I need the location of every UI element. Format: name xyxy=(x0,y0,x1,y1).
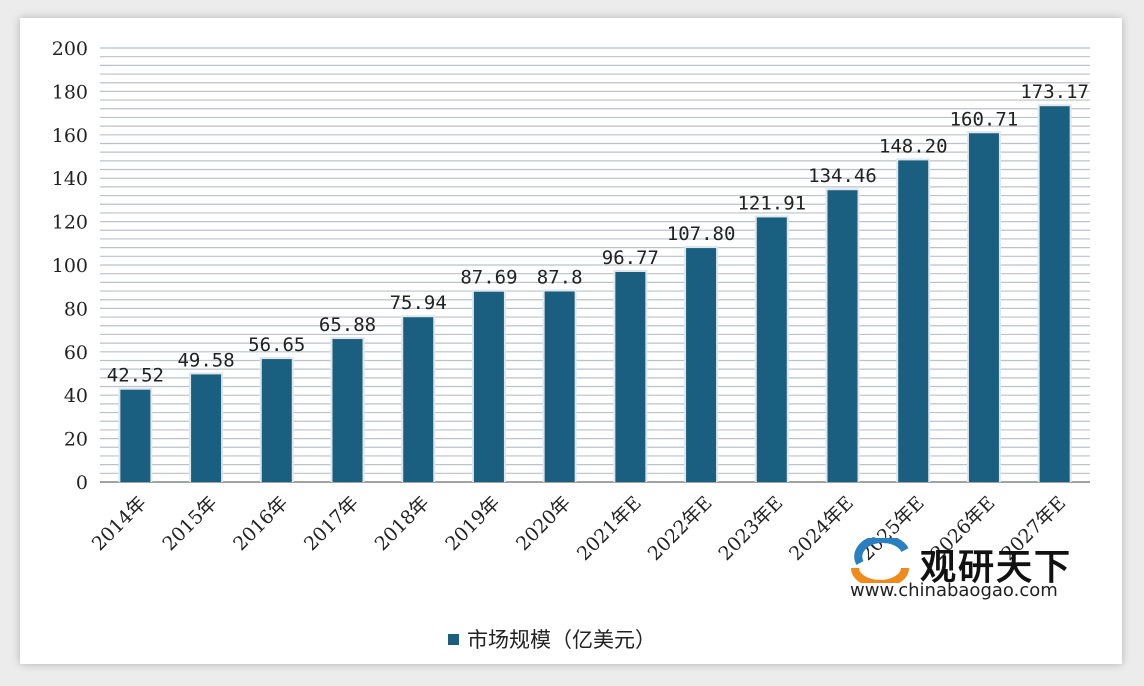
bar xyxy=(261,359,292,482)
data-label: 65.88 xyxy=(319,314,376,336)
y-tick-label: 40 xyxy=(64,385,88,407)
y-tick-label: 0 xyxy=(76,472,88,494)
bar xyxy=(1039,106,1070,482)
logo-icon xyxy=(851,538,909,583)
bar xyxy=(615,272,646,482)
bar xyxy=(473,291,504,482)
data-label: 96.77 xyxy=(602,247,659,269)
data-label: 121.91 xyxy=(737,192,806,214)
x-tick-label: 2020年 xyxy=(512,492,575,555)
y-tick-label: 20 xyxy=(64,429,88,451)
y-tick-label: 180 xyxy=(52,81,88,103)
y-tick-label: 120 xyxy=(52,212,88,234)
data-label: 148.20 xyxy=(879,135,948,157)
watermark-url: www.chinabaogao.com xyxy=(850,580,1058,601)
legend: 市场规模（亿美元） xyxy=(448,624,656,654)
x-tick-label: 2014年 xyxy=(88,492,151,555)
bar xyxy=(191,374,222,482)
y-tick-label: 200 xyxy=(52,38,88,60)
bar xyxy=(544,291,575,482)
bar xyxy=(827,190,858,482)
x-tick-label: 2017年 xyxy=(300,492,363,555)
data-label: 134.46 xyxy=(808,165,877,187)
x-tick-label: 2018年 xyxy=(371,492,434,555)
y-tick-label: 140 xyxy=(52,168,88,190)
bar xyxy=(332,339,363,482)
watermark-name: 观研天下 xyxy=(920,547,1073,588)
x-tick-label: 2024年E xyxy=(785,492,858,565)
bar xyxy=(403,317,434,482)
data-label: 87.69 xyxy=(460,267,517,289)
x-tick-label: 2023年E xyxy=(714,492,787,565)
data-label: 160.71 xyxy=(950,108,1019,130)
x-tick-label: 2015年 xyxy=(158,492,221,555)
bar xyxy=(756,217,787,482)
bar xyxy=(898,160,929,482)
data-label: 173.17 xyxy=(1020,81,1089,103)
x-tick-label: 2022年E xyxy=(644,492,717,565)
data-label: 49.58 xyxy=(177,349,234,371)
data-label: 42.52 xyxy=(107,365,164,387)
x-tick-label: 2021年E xyxy=(573,492,646,565)
y-tick-label: 60 xyxy=(64,342,88,364)
legend-label: 市场规模（亿美元） xyxy=(467,628,656,652)
data-label: 75.94 xyxy=(390,292,447,314)
x-tick-label: 2019年 xyxy=(441,492,504,555)
y-tick-label: 80 xyxy=(64,298,88,320)
bar xyxy=(686,248,717,482)
bar xyxy=(968,133,999,482)
y-tick-label: 100 xyxy=(52,255,88,277)
data-label: 56.65 xyxy=(248,334,305,356)
bar-chart: 0 20 40 60 80 100 120 140 160 180 200 42.52 2014年 49.… xyxy=(52,38,1090,565)
x-tick-label: 2016年 xyxy=(229,492,292,555)
y-tick-label: 160 xyxy=(52,125,88,147)
data-label: 107.80 xyxy=(667,223,736,245)
chart-card: 0 20 40 60 80 100 120 140 160 180 200 42.52 2014年 49.… xyxy=(20,18,1122,664)
legend-swatch xyxy=(448,633,459,645)
data-label: 87.8 xyxy=(537,266,583,288)
bar xyxy=(120,389,151,482)
